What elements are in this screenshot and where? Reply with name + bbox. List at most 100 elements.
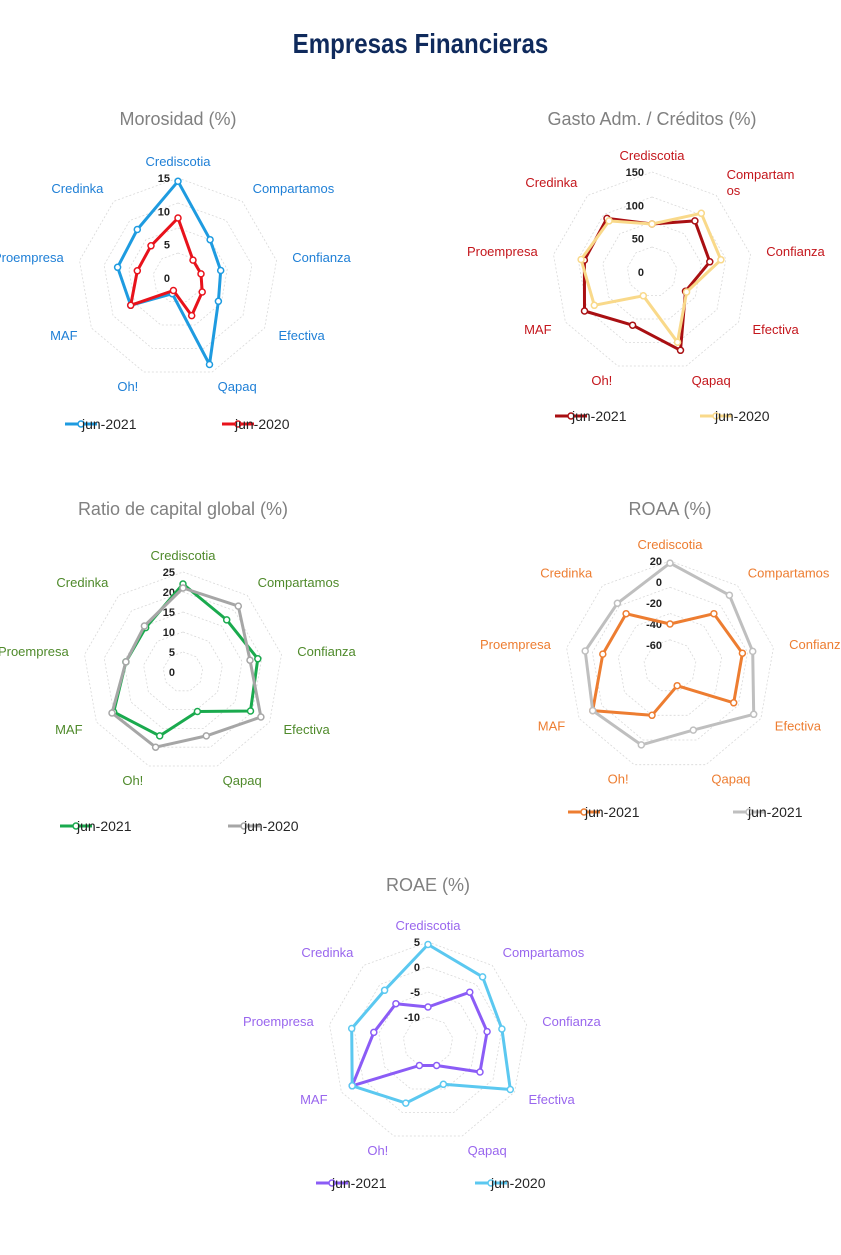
data-point — [599, 650, 607, 658]
grid-ring — [84, 571, 282, 767]
series-2 — [108, 584, 265, 751]
series-line — [116, 179, 223, 366]
data-point — [193, 707, 202, 716]
tick-label: 100 — [626, 200, 644, 212]
category-label: Confianza — [292, 250, 351, 265]
radar-chart-1: Morosidad (%) 0 5 10 15 Crediscotia Compartamo… — [0, 109, 352, 432]
category-label: Proempresa — [243, 1014, 315, 1029]
category-label: Credinka — [540, 565, 593, 580]
grid-ring — [378, 991, 478, 1090]
data-point — [214, 297, 223, 306]
category-label: Credinka — [525, 175, 578, 190]
legend-label: jun-2021 — [81, 416, 137, 432]
category-label: Oh! — [608, 772, 629, 787]
category-label: Efectiva — [283, 722, 330, 737]
data-point — [246, 656, 254, 664]
data-point — [673, 681, 681, 690]
category-label: Credinka — [56, 575, 109, 590]
data-point — [466, 988, 474, 996]
category-label: Compartamos — [503, 945, 585, 960]
tick-label: 150 — [626, 167, 644, 179]
legend-marker — [240, 822, 248, 830]
data-point — [155, 732, 164, 740]
data-point — [234, 602, 243, 610]
data-point — [424, 940, 432, 949]
data-point — [254, 655, 262, 663]
series-line — [579, 211, 723, 344]
legend-item: jun-2020 — [475, 1175, 546, 1191]
data-point — [169, 286, 178, 295]
data-point — [483, 1027, 491, 1036]
legend-label: jun-2021 — [76, 818, 132, 834]
category-label: Confianza — [789, 637, 841, 652]
tick-label: -20 — [646, 598, 662, 610]
series-1 — [348, 988, 491, 1090]
chart-title: ROAE (%) — [386, 875, 470, 895]
data-point — [147, 242, 155, 250]
data-point — [682, 288, 691, 296]
data-point — [133, 267, 142, 275]
data-point — [666, 559, 674, 567]
tick-label: 0 — [638, 267, 644, 279]
data-point — [133, 225, 142, 234]
grid-ring — [353, 966, 503, 1113]
data-point — [637, 741, 646, 749]
category-label: Compartamos — [748, 565, 830, 580]
legend-item: jun-2021 — [316, 1175, 387, 1191]
data-point — [347, 1024, 356, 1033]
tick-label: 5 — [169, 647, 175, 659]
data-point — [706, 258, 714, 266]
data-point — [222, 616, 231, 624]
data-point — [476, 1068, 484, 1076]
data-point — [577, 255, 585, 264]
data-point — [691, 217, 699, 225]
series-line — [129, 216, 204, 318]
data-point — [126, 301, 135, 310]
data-point — [506, 1085, 515, 1094]
category-label: Compartamos — [258, 575, 340, 590]
grid-ring — [553, 171, 751, 367]
data-point — [108, 709, 116, 717]
radar-chart-5: ROAE (%) -10 -5 0 5 Crediscotia Compartamos Con… — [243, 875, 602, 1191]
legend-marker — [72, 822, 80, 830]
data-point — [174, 214, 182, 222]
category-label: Credinka — [301, 945, 354, 960]
data-point — [432, 1061, 441, 1070]
legend-item: jun-2020 — [700, 408, 770, 424]
category-label: Qapaq — [692, 373, 731, 388]
data-point — [729, 699, 738, 707]
data-point — [738, 649, 747, 657]
tick-label: 0 — [656, 577, 662, 589]
data-point — [257, 713, 265, 721]
data-point — [216, 266, 225, 275]
data-point — [380, 986, 389, 995]
data-point — [122, 658, 130, 666]
legend-marker — [745, 808, 753, 816]
category-label: Crediscotia — [150, 548, 216, 563]
tick-label: 15 — [158, 173, 170, 185]
category-label: Credinka — [51, 181, 104, 196]
data-point — [370, 1028, 378, 1037]
tick-label: 10 — [163, 627, 175, 639]
data-point — [749, 710, 758, 719]
page-title: Empresas Financieras — [292, 28, 549, 59]
category-label: Confianza — [766, 244, 825, 259]
grid-ring — [577, 196, 727, 343]
grid-ring — [79, 177, 277, 373]
data-point — [648, 220, 656, 228]
data-point — [348, 1082, 356, 1090]
category-label: Oh! — [591, 373, 612, 388]
legend-marker — [712, 412, 720, 420]
tick-label: 15 — [163, 607, 175, 619]
category-label: Compartamos — [253, 181, 335, 196]
series-2 — [126, 214, 206, 320]
category-label: Proempresa — [0, 250, 65, 265]
legend-label: jun-2021 — [331, 1175, 387, 1191]
grid-ring — [128, 227, 228, 326]
category-label: Qapaq — [711, 772, 750, 787]
grid-ring — [566, 560, 774, 766]
data-point — [697, 209, 706, 218]
data-point — [140, 622, 149, 630]
data-point — [198, 288, 206, 296]
